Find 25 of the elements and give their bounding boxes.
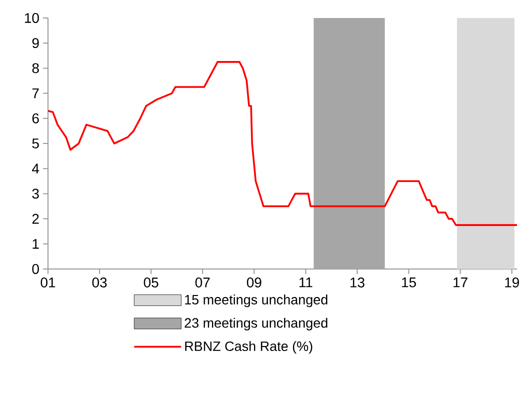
x-tick-label: 01: [40, 278, 56, 288]
x-tick-label: 03: [92, 278, 107, 288]
y-tick-label: 6: [32, 113, 39, 124]
y-tick-label: 9: [32, 38, 39, 48]
y-tick-label: 7: [32, 88, 39, 98]
x-tick-label: 15: [402, 278, 416, 288]
x-tick-label: 07: [195, 278, 210, 288]
y-tick-label: 3: [32, 188, 39, 199]
legend-label: RBNZ Cash Rate (%): [185, 341, 312, 354]
line-series: [47, 61, 518, 226]
x-tick-label: 09: [246, 278, 262, 288]
x-tick-label: 17: [454, 278, 468, 288]
x-tick-label: 05: [144, 278, 158, 288]
legend-label: 23 meetings unchanged: [184, 318, 328, 330]
legend-label: 15 meetings unchanged: [185, 294, 328, 308]
x-tick-label: 19: [505, 278, 519, 288]
x-tick-label: 13: [350, 278, 364, 288]
y-tick-label: 0: [32, 264, 39, 274]
y-tick-label: 4: [32, 164, 40, 174]
y-tick-label: 10: [24, 13, 39, 23]
x-tick-label: 11: [299, 278, 312, 288]
y-tick-label: 5: [32, 138, 39, 148]
y-tick-label: 1: [32, 239, 39, 249]
y-tick-label: 8: [32, 63, 39, 74]
y-tick-label: 2: [32, 214, 39, 224]
